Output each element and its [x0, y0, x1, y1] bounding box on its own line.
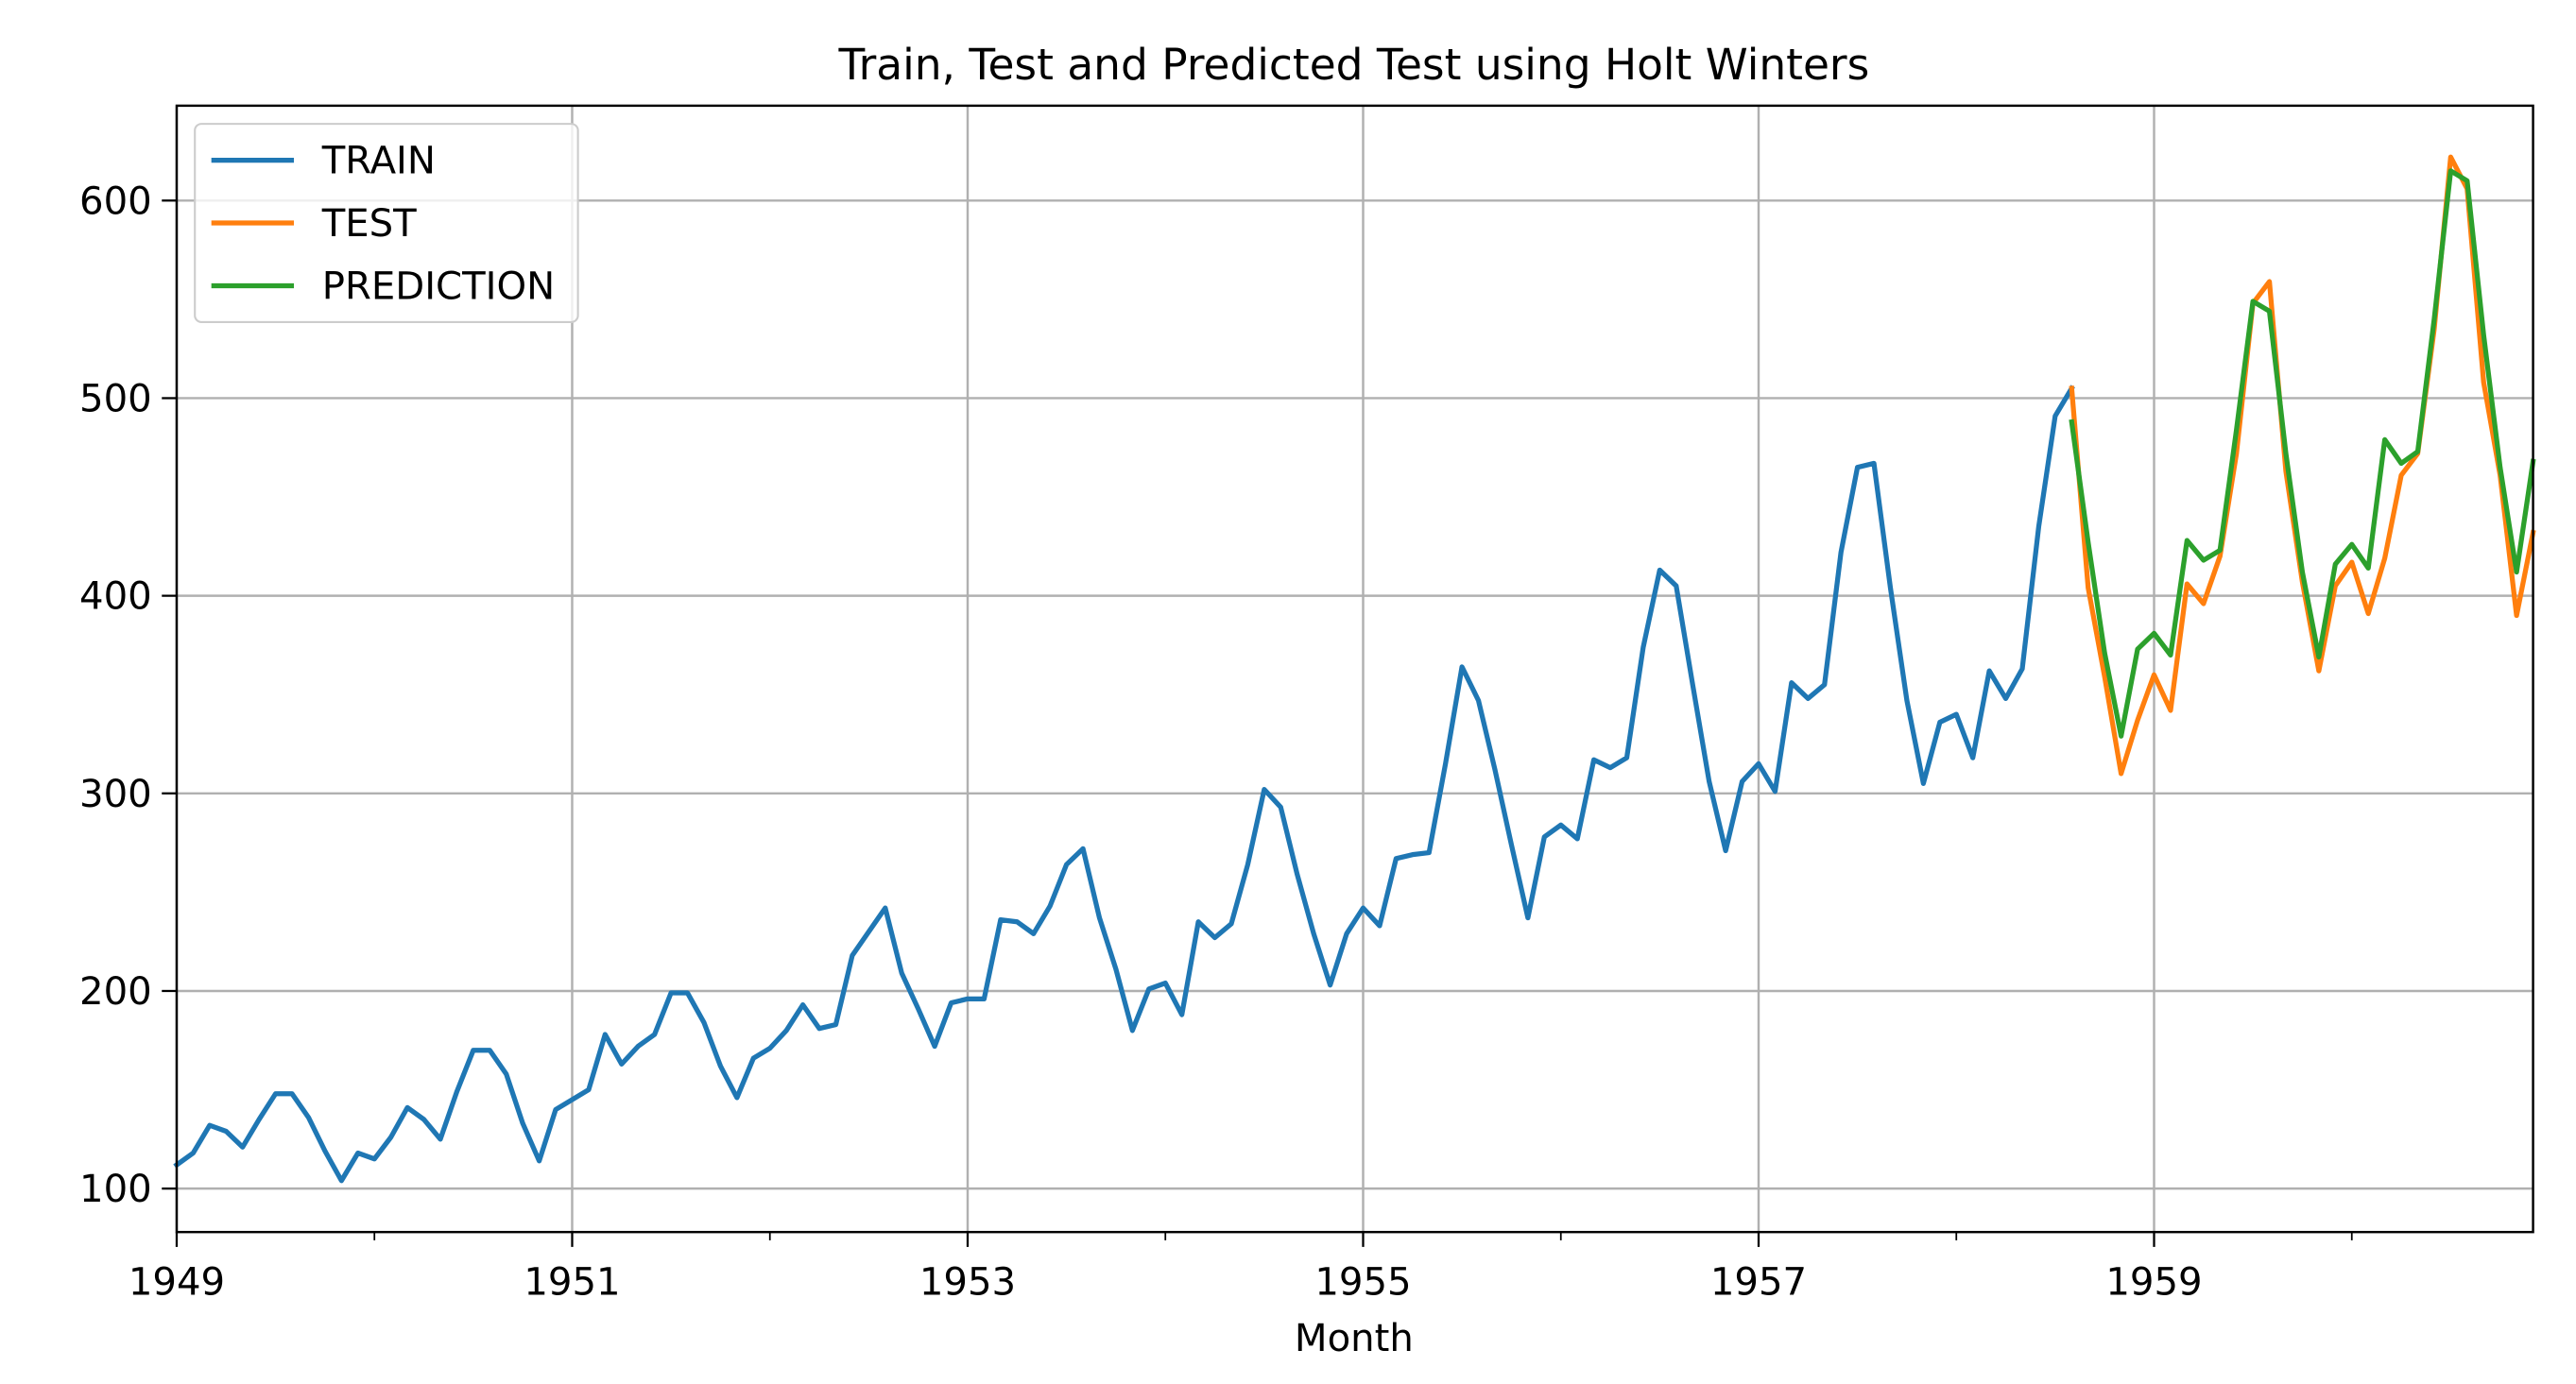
x-axis-label: Month — [1295, 1317, 1414, 1360]
series-line-train — [173, 384, 2075, 1184]
y-tick-label: 300 — [79, 773, 152, 816]
y-axis: 100 200 300 400 500 600 — [79, 179, 177, 1211]
legend-label-train: TRAIN — [321, 140, 436, 183]
chart-title: Train, Test and Predicted Test using Hol… — [838, 40, 1870, 90]
x-tick-label: 1953 — [919, 1261, 1016, 1305]
y-tick-label: 600 — [79, 179, 152, 223]
x-tick-label: 1949 — [129, 1261, 225, 1305]
x-tick-label: 1957 — [1710, 1261, 1807, 1305]
series-line-prediction — [2069, 168, 2536, 739]
gridlines — [175, 105, 2533, 1233]
legend: TRAIN TEST PREDICTION — [194, 123, 579, 323]
legend-label-prediction: PREDICTION — [322, 265, 555, 308]
legend-label-test: TEST — [321, 202, 417, 246]
plot-series — [173, 154, 2536, 1184]
y-tick-label: 400 — [79, 575, 152, 619]
y-tick-label: 500 — [79, 377, 152, 420]
plot-frame — [175, 104, 2534, 1234]
x-tick-label: 1951 — [524, 1261, 620, 1305]
x-tick-label: 1959 — [2105, 1261, 2202, 1305]
y-tick-label: 200 — [79, 970, 152, 1014]
legend-box — [194, 123, 579, 323]
y-tick-label: 100 — [79, 1168, 152, 1211]
x-axis: 1949 1951 1953 1955 1957 1959 — [129, 1232, 2353, 1305]
x-tick-label: 1955 — [1314, 1261, 1411, 1305]
